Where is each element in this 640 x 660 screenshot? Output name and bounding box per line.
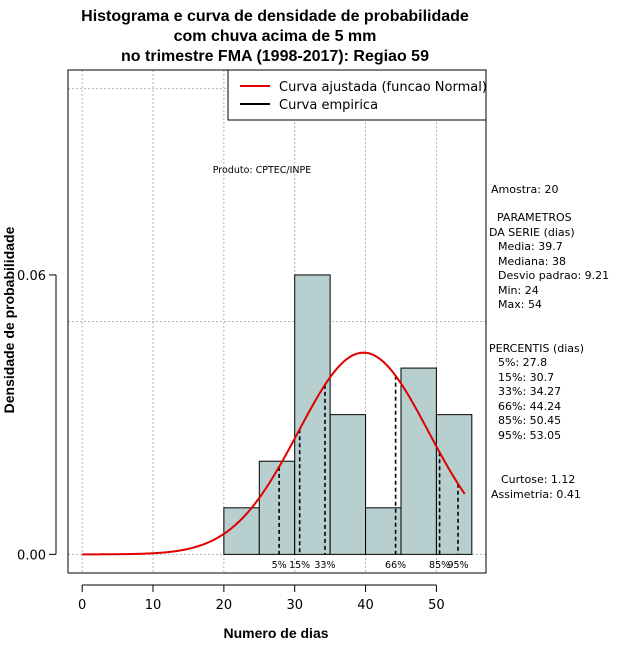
x-tick-label-50: 50 bbox=[428, 598, 445, 613]
histogram-bar-6 bbox=[435, 414, 473, 555]
x-axis-label: Numero de dias bbox=[223, 625, 328, 641]
percentile-label-15%: 15% bbox=[289, 560, 310, 571]
percentile-labels: 5% 15% 33% 66% 85%95% bbox=[272, 560, 469, 571]
stats-panel: Amostra: 20 PARAMETROS DA SERIE (dias) M… bbox=[489, 183, 609, 501]
stat-assimetria: Assimetria: 0.41 bbox=[491, 488, 581, 501]
histogram-bars bbox=[223, 274, 473, 555]
stat-curtose: Curtose: 1.12 bbox=[501, 473, 575, 486]
percentile-label-95%: 95% bbox=[447, 560, 468, 571]
stat-percentis-title: PERCENTIS (dias) bbox=[489, 342, 584, 355]
y-tick-label-1: 0.06 bbox=[17, 269, 46, 284]
chart-title-line-1: Histograma e curva de densidade de proba… bbox=[81, 8, 469, 25]
legend: Curva ajustada (funcao Normal) Curva emp… bbox=[227, 69, 487, 121]
x-tick-label-30: 30 bbox=[286, 598, 303, 613]
percentile-label-33%: 33% bbox=[314, 560, 335, 571]
legend-label-fit: Curva ajustada (funcao Normal) bbox=[279, 80, 487, 95]
percentile-label-5%: 5% bbox=[272, 560, 287, 571]
x-tick-label-0: 0 bbox=[78, 598, 86, 613]
x-tick-label-10: 10 bbox=[145, 598, 162, 613]
y-tick-label-0: 0.00 bbox=[17, 548, 46, 563]
percentile-label-66%: 66% bbox=[385, 560, 406, 571]
percentile-lines bbox=[278, 375, 459, 555]
credit-label: Produto: CPTEC/INPE bbox=[213, 165, 312, 176]
y-axis-label: Densidade de probabilidade bbox=[1, 226, 17, 413]
stat-p15: 15%: 30.7 bbox=[498, 371, 554, 384]
stat-param-title-2: DA SERIE (dias) bbox=[489, 226, 575, 239]
stat-max: Max: 54 bbox=[498, 298, 542, 311]
percentile-label-85%: 85% bbox=[429, 560, 450, 571]
chart-title-line-2: com chuva acima de 5 mm bbox=[174, 28, 377, 45]
x-tick-label-40: 40 bbox=[357, 598, 374, 613]
histogram-bar-1 bbox=[258, 460, 296, 555]
x-tick-label-20: 20 bbox=[216, 598, 233, 613]
stat-p66: 66%: 44.24 bbox=[498, 400, 561, 413]
chart-title-line-3: no trimestre FMA (1998-2017): Regiao 59 bbox=[121, 48, 429, 65]
axes: 0 10 20 30 40 50 0.00 0.06 bbox=[17, 269, 445, 613]
stat-p33: 33%: 34.27 bbox=[498, 385, 561, 398]
stat-p5: 5%: 27.8 bbox=[498, 356, 547, 369]
stat-desvio: Desvio padrao: 9.21 bbox=[498, 269, 609, 282]
normal-fit-curve bbox=[82, 351, 466, 556]
stat-mediana: Mediana: 38 bbox=[498, 255, 566, 268]
stat-p85: 85%: 50.45 bbox=[498, 414, 561, 427]
stat-min: Min: 24 bbox=[498, 284, 539, 297]
histogram-bar-3 bbox=[329, 414, 367, 555]
legend-label-empirical: Curva empirica bbox=[279, 98, 378, 113]
legend-box bbox=[227, 69, 487, 121]
stat-param-title-1: PARAMETROS bbox=[497, 211, 572, 224]
stat-amostra: Amostra: 20 bbox=[491, 183, 558, 196]
histogram-bar-5 bbox=[400, 367, 437, 555]
histogram-bar-0 bbox=[223, 507, 260, 555]
stat-p95: 95%: 53.05 bbox=[498, 429, 561, 442]
stat-media: Media: 39.7 bbox=[498, 240, 563, 253]
